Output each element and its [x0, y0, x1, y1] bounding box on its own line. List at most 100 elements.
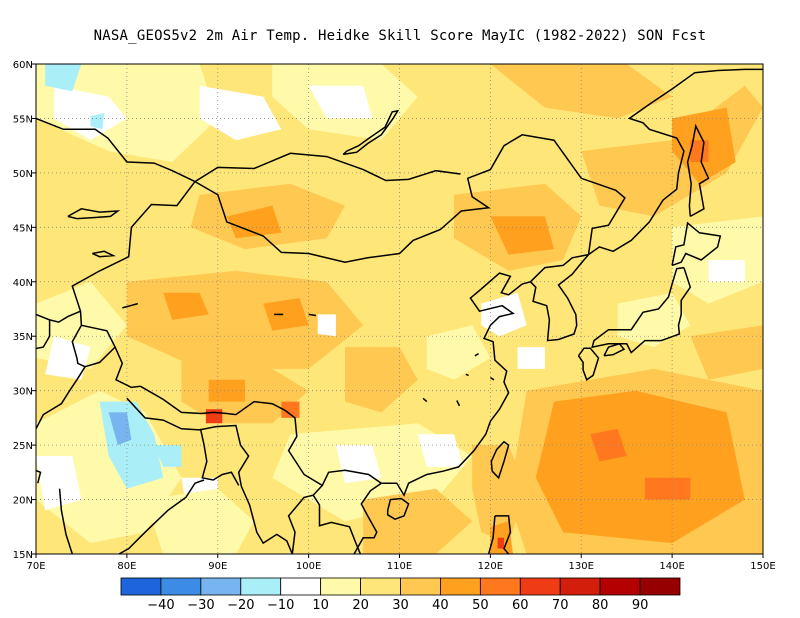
outline-0 [194, 134, 626, 263]
outline-28 [36, 324, 87, 430]
lon-tick-label: 150E [750, 561, 775, 572]
colorbar-swatch [200, 577, 242, 596]
coastlines-and-borders [36, 68, 763, 554]
colorbar-swatch [559, 577, 601, 596]
colorbar-label: 10 [312, 598, 329, 613]
outline-41 [474, 352, 479, 357]
outline-31 [342, 109, 400, 156]
lon-tick-label: 90E [208, 561, 227, 572]
fill-patch-23 [281, 401, 300, 418]
fill-patch-29 [36, 456, 82, 511]
outline-10 [353, 482, 382, 554]
outline-26 [36, 313, 51, 350]
outline-13 [381, 272, 531, 497]
lat-tick-label: 30N [13, 387, 33, 398]
outline-34 [122, 302, 139, 309]
colorbar-swatch [160, 577, 202, 596]
lat-tick-label: 15N [13, 550, 33, 561]
colorbar-label: 30 [392, 598, 409, 613]
outline-33 [91, 250, 117, 258]
fill-patch-37 [517, 347, 545, 369]
fill-patch-38 [472, 445, 527, 544]
outline-16 [529, 254, 590, 342]
outline-11 [287, 484, 323, 554]
lat-tick-label: 50N [13, 169, 33, 180]
outline-6 [199, 428, 240, 486]
fill-patch-33 [417, 434, 464, 467]
fill-patch-4 [199, 85, 282, 141]
colorbar-label: 60 [512, 598, 529, 613]
fill-patch-22 [208, 379, 245, 402]
outline-25 [487, 515, 496, 554]
fill-patch-48 [708, 260, 745, 282]
fill-patch-32 [335, 445, 382, 484]
colorbar-swatch [240, 577, 282, 596]
colorbar-label: 50 [472, 598, 489, 613]
colorbar: −40 −30 −20 −10 10 20 30 40 50 60 70 80 90 [120, 577, 681, 613]
fill-patch-6 [308, 85, 373, 119]
fill-patch-12 [226, 205, 282, 239]
axis-ticks: 70E 80E 90E 100E 110E 120E 130E 140E 150E 15N 20N 2… [13, 60, 776, 572]
fill-patch-42 [145, 488, 255, 554]
fill-patch-36 [481, 292, 527, 337]
colorbar-swatch [479, 577, 521, 596]
fill-patch-3 [90, 113, 105, 130]
fill-patch-14 [490, 216, 554, 255]
outline-14 [386, 497, 410, 521]
fill-patch-1 [54, 85, 127, 141]
colorbar-label: −40 [147, 598, 174, 613]
outline-1 [194, 152, 461, 183]
fill-patch-17 [163, 292, 209, 320]
outline-22 [603, 342, 626, 357]
fill-patch-49 [617, 292, 691, 348]
colorbar-swatch [599, 577, 641, 596]
colorbar-swatch [519, 577, 561, 596]
outline-7 [58, 479, 205, 554]
outline-29 [84, 346, 116, 368]
colorbar-swatch [400, 577, 441, 596]
colorbar-swatch [440, 577, 481, 596]
lon-tick-label: 140E [659, 561, 684, 572]
colorbar-swatch [120, 577, 162, 596]
lon-tick-label: 110E [387, 561, 412, 572]
lon-tick-label: 120E [478, 561, 503, 572]
colorbar-label: 20 [352, 598, 369, 613]
colorbar-label: −20 [227, 598, 254, 613]
colorbar-swatch [280, 577, 322, 596]
colorbar-swatch [360, 577, 401, 596]
outline-20 [671, 221, 722, 267]
fill-patch-7 [490, 64, 673, 119]
outline-8 [240, 486, 293, 554]
outline-30 [36, 469, 42, 484]
outline-40 [465, 373, 469, 377]
lon-tick-label: 100E [296, 561, 321, 572]
outline-4 [140, 385, 382, 487]
lat-tick-label: 40N [13, 278, 33, 289]
lon-tick-label: 70E [26, 561, 45, 572]
fill-patch-44 [535, 390, 745, 544]
fill-patch-46 [644, 477, 691, 500]
fill-patch-24 [205, 409, 223, 424]
lon-tick-label: 130E [569, 561, 594, 572]
outline-5 [126, 397, 250, 487]
lat-tick-label: 35N [13, 332, 33, 343]
lat-tick-label: 25N [13, 441, 33, 452]
fill-patch-2 [45, 64, 82, 92]
outline-18 [588, 68, 763, 256]
fill-patch-41 [363, 488, 473, 554]
outline-27 [49, 310, 81, 323]
fill-patch-28 [154, 445, 182, 467]
colorbar-label: 40 [432, 598, 449, 613]
lon-tick-label: 80E [117, 561, 136, 572]
fill-patch-50 [690, 325, 763, 380]
fill-patch-39 [490, 521, 514, 554]
outline-19 [686, 123, 710, 218]
fill-patch-19 [45, 336, 91, 380]
lat-tick-label: 60N [13, 60, 33, 71]
outline-15 [490, 440, 510, 480]
colorbar-label: 90 [632, 598, 649, 613]
outline-17 [529, 253, 589, 283]
outline-36 [308, 313, 317, 317]
outline-12 [312, 494, 362, 554]
